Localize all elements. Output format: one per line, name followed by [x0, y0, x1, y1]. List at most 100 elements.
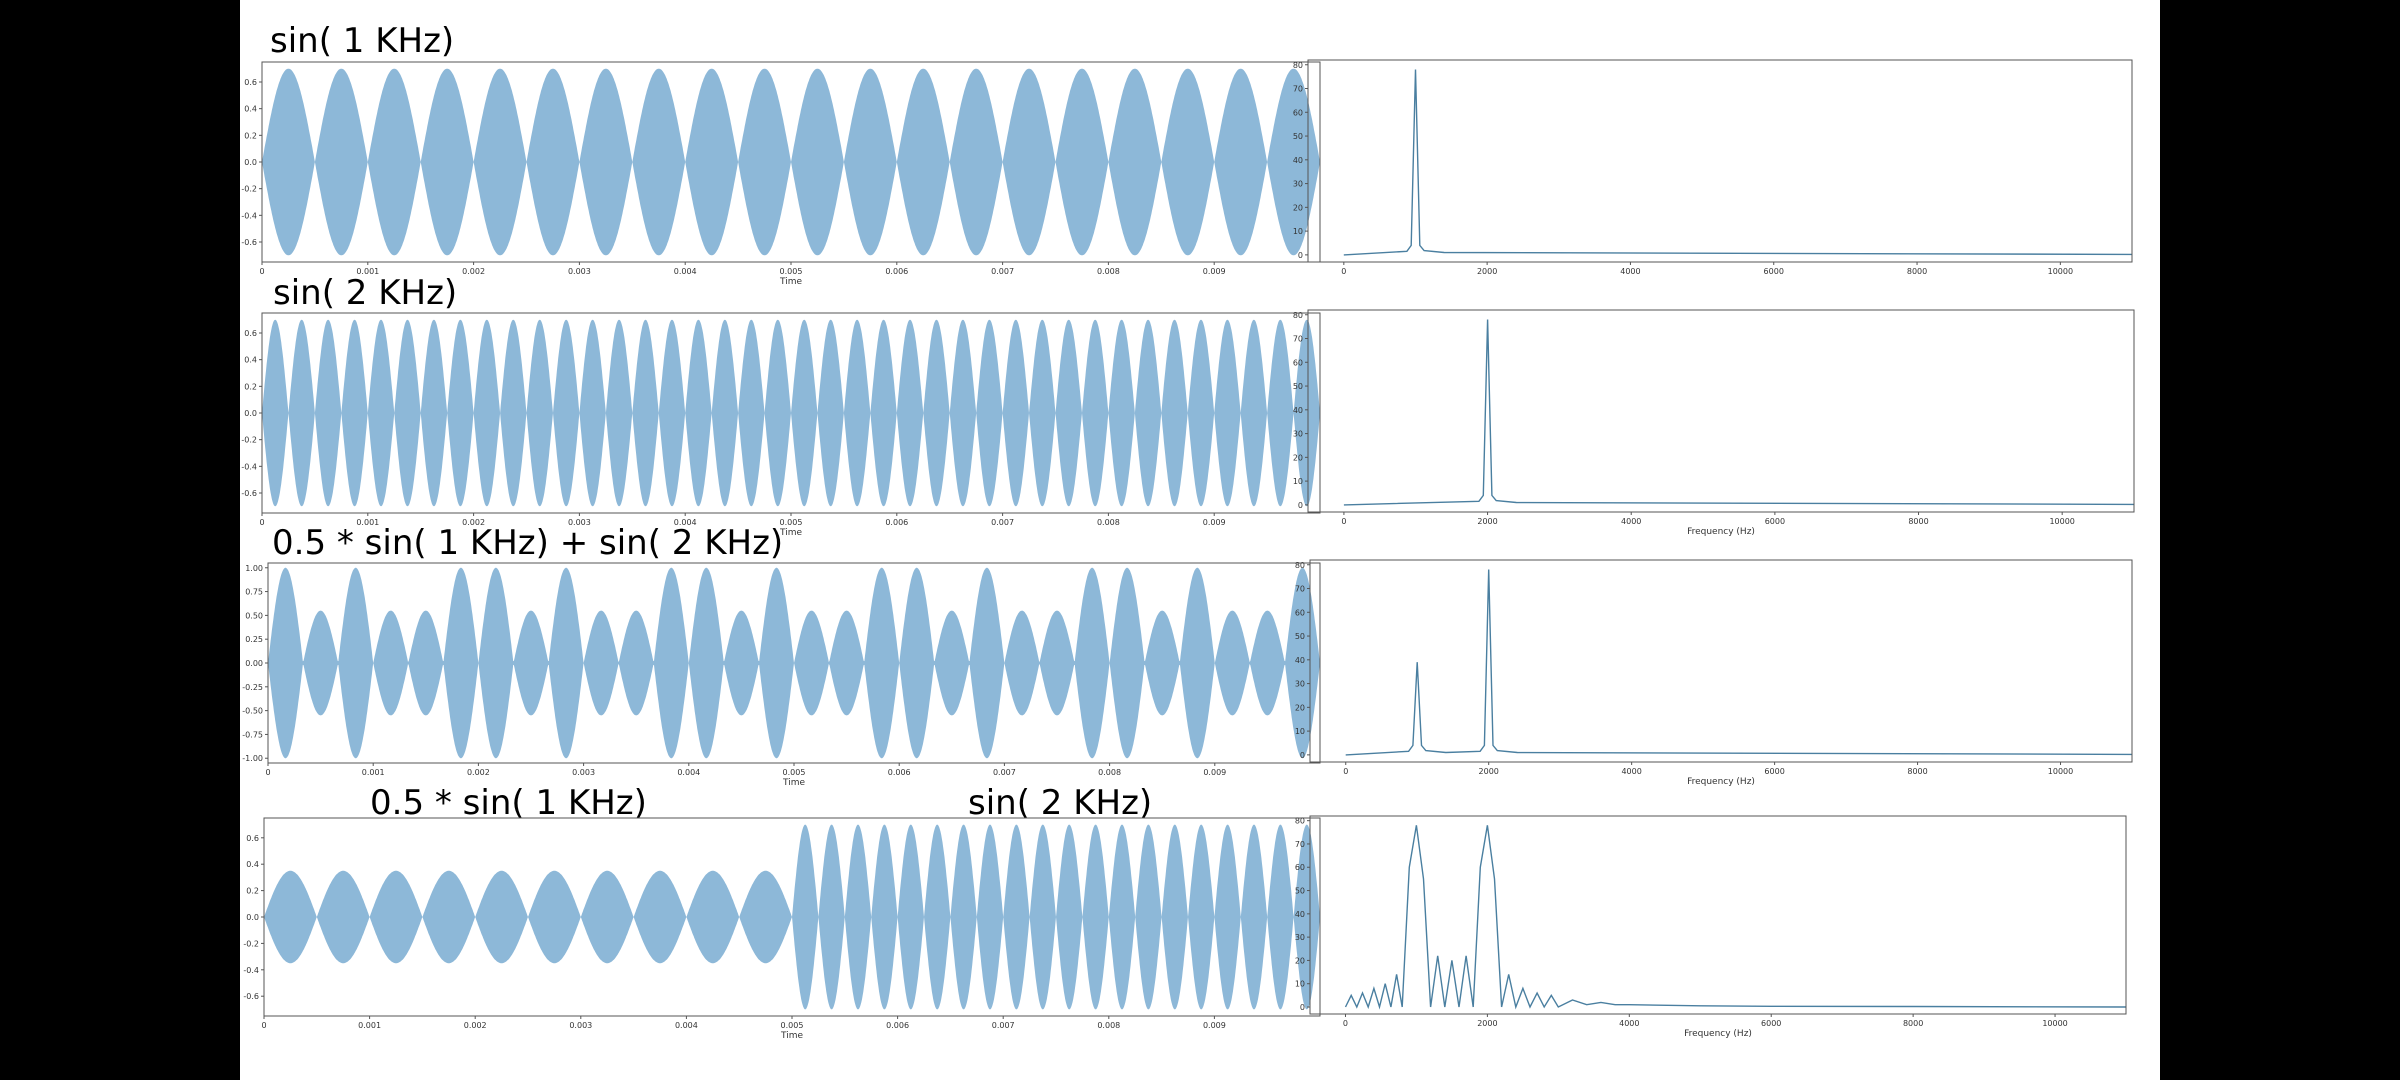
plot-frame-2: [1307, 59, 2133, 263]
y-tick-label: 10: [1295, 980, 1305, 989]
row3-title: 0.5 * sin( 1 KHz) + sin( 2 KHz): [272, 523, 784, 563]
y-tick-label: 20: [1295, 956, 1305, 965]
y-tick-label: 0: [1300, 1003, 1305, 1012]
y-tick-label: 0.4: [246, 860, 259, 869]
x-tick-label: 0.001: [358, 1021, 381, 1030]
row1-title: sin( 1 KHz): [270, 21, 455, 61]
y-tick-label: 60: [1295, 863, 1305, 872]
y-tick-label: 30: [1293, 430, 1303, 439]
y-tick-label: 0.6: [244, 78, 257, 87]
y-tick-label: 60: [1295, 608, 1305, 617]
y-tick-label: 0.50: [245, 611, 263, 620]
x-tick-label: 2000: [1477, 517, 1497, 526]
x-tick-label: 0.002: [462, 267, 485, 276]
x-tick-label: 4000: [1620, 267, 1640, 276]
x-tick-label: 0.003: [568, 267, 591, 276]
plot-frame-4: [1307, 309, 2135, 513]
x-tick-label: 0.006: [885, 518, 908, 527]
x-axis-label: Time: [782, 778, 805, 788]
x-tick-label: 0.002: [467, 768, 490, 777]
x-tick-label: 0.005: [780, 267, 803, 276]
x-tick-label: 0.007: [992, 1021, 1015, 1030]
x-axis-label: Time: [779, 277, 802, 287]
y-tick-label: 50: [1293, 382, 1303, 391]
y-tick-label: -1.00: [242, 754, 263, 763]
waveform-area-1: [262, 68, 1320, 256]
y-tick-label: 60: [1293, 358, 1303, 367]
y-tick-label: 0.2: [244, 131, 257, 140]
plots: 0 0.001 0.002 0.003 0.004 0.005 0.006 0.007 0.00…: [241, 59, 2135, 1041]
y-tick-label: 0.2: [244, 382, 257, 391]
y-tick-label: 40: [1295, 910, 1305, 919]
x-tick-label: 0.006: [885, 267, 908, 276]
y-tick-label: 80: [1295, 817, 1305, 826]
x-tick-label: 0.006: [888, 768, 911, 777]
x-tick-label: 0.009: [1203, 267, 1226, 276]
x-tick-label: 10000: [2048, 767, 2073, 776]
y-tick-label: -0.2: [243, 939, 259, 948]
spectrum-line-3: [1345, 569, 2133, 756]
y-tick-label: -0.2: [241, 185, 257, 194]
x-tick-label: 4000: [1619, 1019, 1639, 1028]
x-axis-label: Time: [779, 528, 802, 538]
x-tick-label: 0.002: [462, 518, 485, 527]
y-tick-label: 10: [1293, 477, 1303, 486]
x-tick-label: 0.009: [1203, 768, 1226, 777]
y-tick-label: 70: [1295, 585, 1305, 594]
x-tick-label: 0: [1343, 1019, 1348, 1028]
y-tick-label: 80: [1295, 561, 1305, 570]
x-tick-label: 0.006: [886, 1021, 909, 1030]
slide: sin( 1 KHz) sin( 2 KHz) 0.5 * sin( 1 KHz…: [240, 0, 2160, 1080]
plot-frame-6: [1309, 559, 2133, 763]
x-axis-label: Frequency (Hz): [1687, 777, 1755, 787]
y-tick-label: 40: [1293, 406, 1303, 415]
x-tick-label: 0.004: [677, 768, 700, 777]
y-tick-label: 0.0: [246, 913, 259, 922]
x-tick-label: 6000: [1761, 1019, 1781, 1028]
y-tick-label: -0.2: [241, 436, 257, 445]
spectrum-line-1: [1343, 69, 2133, 256]
x-tick-label: 0.008: [1097, 518, 1120, 527]
x-tick-label: 0.008: [1097, 1021, 1120, 1030]
y-tick-label: 0.25: [245, 635, 263, 644]
x-tick-label: 0.004: [674, 267, 697, 276]
x-tick-label: 0.008: [1098, 768, 1121, 777]
y-tick-label: 70: [1293, 335, 1303, 344]
x-tick-label: 4000: [1621, 517, 1641, 526]
waveform-area-4: [264, 824, 1320, 1010]
y-tick-label: 0.0: [244, 409, 257, 418]
x-tick-label: 0.003: [568, 518, 591, 527]
y-tick-label: 0.00: [245, 659, 263, 668]
y-tick-label: -0.4: [241, 462, 257, 471]
y-tick-label: -0.4: [241, 211, 257, 220]
x-tick-label: 8000: [1908, 517, 1928, 526]
row4-title-right: sin( 2 KHz): [968, 783, 1153, 823]
x-tick-label: 2000: [1477, 1019, 1497, 1028]
x-tick-label: 0.005: [783, 768, 806, 777]
x-tick-label: 0.001: [356, 518, 379, 527]
x-tick-label: 10000: [2042, 1019, 2067, 1028]
y-tick-label: 0.6: [246, 834, 259, 843]
y-tick-label: 70: [1295, 840, 1305, 849]
x-tick-label: 8000: [1907, 767, 1927, 776]
y-tick-label: 60: [1293, 108, 1303, 117]
y-tick-label: 1.00: [245, 564, 263, 573]
y-tick-label: 0.75: [245, 588, 263, 597]
x-tick-label: 0.005: [780, 518, 803, 527]
x-tick-label: 8000: [1907, 267, 1927, 276]
y-tick-label: 50: [1295, 887, 1305, 896]
x-tick-label: 0.009: [1203, 1021, 1226, 1030]
x-tick-label: 0: [259, 518, 264, 527]
x-tick-label: 0.001: [362, 768, 385, 777]
x-tick-label: 0.005: [781, 1021, 804, 1030]
x-tick-label: 0: [1341, 517, 1346, 526]
y-tick-label: -0.4: [243, 966, 259, 975]
x-tick-label: 0.004: [674, 518, 697, 527]
x-tick-label: 0.003: [569, 1021, 592, 1030]
y-tick-label: 0.0: [244, 158, 257, 167]
y-tick-label: 50: [1295, 632, 1305, 641]
y-tick-label: 20: [1295, 703, 1305, 712]
x-tick-label: 0.008: [1097, 267, 1120, 276]
y-tick-label: 40: [1293, 156, 1303, 165]
plot-frame-8: [1309, 815, 2127, 1015]
